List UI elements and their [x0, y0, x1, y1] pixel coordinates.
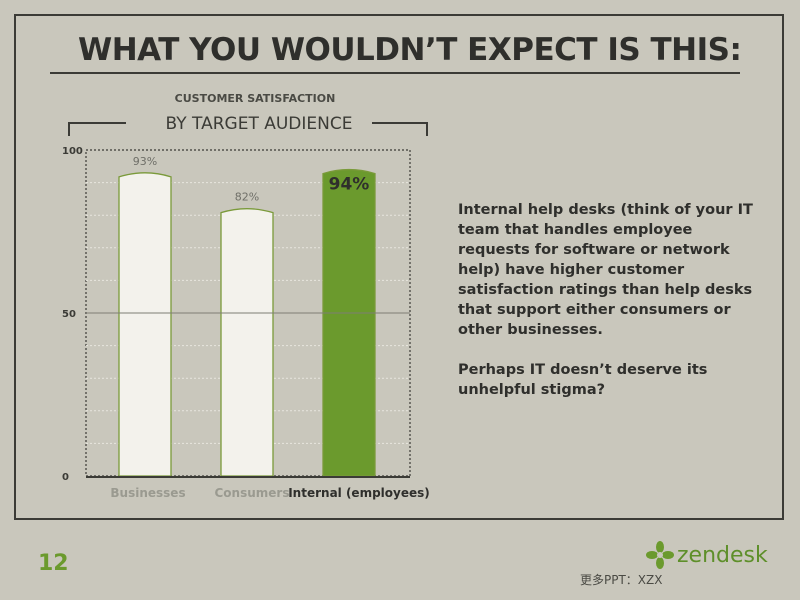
bar: [220, 208, 274, 477]
title-underline: [50, 72, 740, 74]
body-paragraph-2: Perhaps IT doesn’t deserve its unhelpful…: [458, 362, 708, 398]
bar-data-label: 93%: [133, 155, 157, 168]
x-axis-line: [86, 476, 410, 478]
x-category-label: Businesses: [110, 486, 185, 500]
footer-note: 更多PPT：XZX: [580, 573, 663, 587]
logo-text: zendesk: [677, 542, 768, 568]
y-tick-label: 50: [62, 309, 76, 320]
bar: [118, 172, 172, 477]
chart-subtitle: BY TARGET AUDIENCE: [165, 114, 353, 134]
x-category-label: Internal (employees): [288, 486, 430, 500]
slide-frame: [14, 14, 784, 520]
body-text: Internal help desks (think of your IT te…: [458, 200, 758, 420]
chart-subtitle-top: CUSTOMER SATISFACTION: [174, 92, 336, 105]
bracket-right: [372, 122, 428, 136]
y-tick-label: 0: [62, 472, 69, 483]
bar: [322, 168, 376, 477]
zendesk-leaf-icon: [646, 541, 674, 569]
bracket-left: [68, 122, 126, 136]
x-category-label: Consumers: [215, 486, 290, 500]
page-number: 12: [38, 551, 69, 576]
zendesk-logo: zendesk: [646, 540, 768, 570]
bar-data-label: 94%: [329, 175, 370, 195]
slide-title: WHAT YOU WOULDN’T EXPECT IS THIS:: [78, 32, 742, 68]
bar-data-label: 82%: [235, 191, 259, 204]
y-tick-label: 100: [62, 146, 83, 157]
body-paragraph-1: Internal help desks (think of your IT te…: [458, 202, 753, 338]
